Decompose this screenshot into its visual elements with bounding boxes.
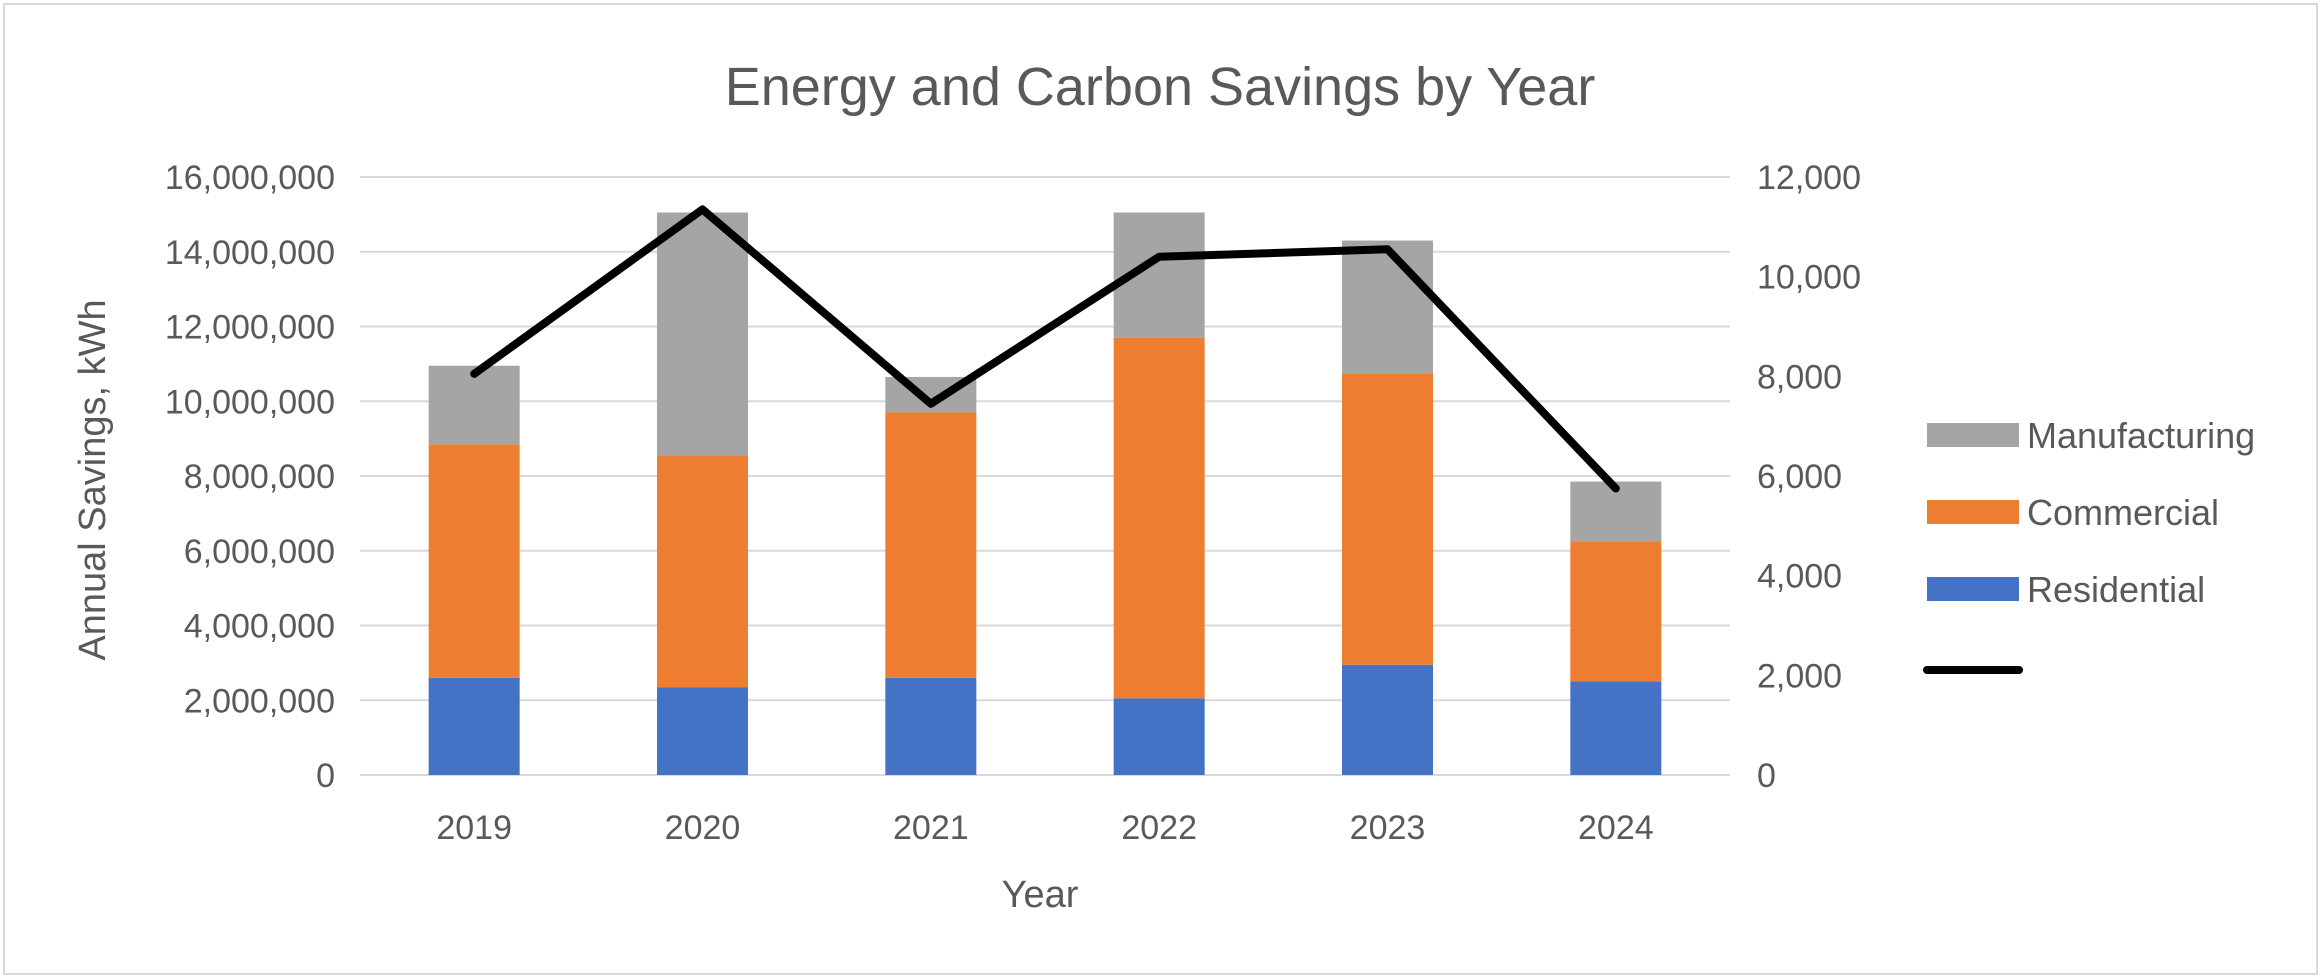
x-tick-label: 2022 — [1121, 809, 1197, 847]
x-axis-ticks: 2019 2020 2021 2022 2023 2024 — [436, 809, 1653, 847]
y-tick-label: 6,000,000 — [184, 533, 335, 571]
bar-residential-2024 — [1570, 681, 1662, 775]
y2-tick-label: 8,000 — [1757, 358, 1842, 396]
legend-swatch-commercial — [1927, 500, 2019, 524]
chart-title: Energy and Carbon Savings by Year — [725, 57, 1596, 117]
y2-tick-label: 4,000 — [1757, 558, 1842, 596]
y2-tick-label: 2,000 — [1757, 657, 1842, 695]
bar-commercial-2020 — [657, 455, 748, 688]
line-series — [470, 205, 1620, 493]
x-axis-title: Year — [1002, 874, 1079, 916]
y2-tick-label: 0 — [1757, 757, 1776, 795]
y-tick-label: 2,000,000 — [184, 682, 335, 720]
x-tick-label: 2023 — [1350, 809, 1426, 847]
chart-frame: Energy and Carbon Savings by Year 0 2,000… — [3, 3, 2318, 975]
bar-manufacturing-2020 — [657, 212, 748, 456]
bar-commercial-2022 — [1113, 337, 1205, 699]
carbon-savings-line — [470, 205, 1620, 493]
y2-tick-label: 6,000 — [1757, 458, 1842, 496]
bar-residential-2021 — [885, 677, 977, 775]
legend-label-commercial: Commercial — [2027, 492, 2219, 533]
bar-residential-2022 — [1113, 698, 1205, 775]
y-tick-label: 8,000,000 — [184, 458, 335, 496]
x-tick-label: 2024 — [1578, 809, 1654, 847]
bar-manufacturing-2019 — [428, 365, 520, 445]
bars — [428, 212, 1662, 775]
legend-label-manufacturing: Manufacturing — [2027, 415, 2255, 456]
bar-commercial-2021 — [885, 412, 977, 678]
y2-tick-label: 10,000 — [1757, 259, 1861, 297]
y-tick-label: 0 — [316, 757, 335, 795]
bar-residential-2019 — [428, 677, 520, 775]
y-tick-label: 10,000,000 — [165, 383, 335, 421]
bar-commercial-2023 — [1342, 373, 1433, 665]
chart-svg: Energy and Carbon Savings by Year 0 2,000… — [72, 57, 2255, 916]
y-tick-label: 4,000,000 — [184, 608, 335, 646]
legend-swatch-manufacturing — [1927, 423, 2019, 447]
legend-swatch-residential — [1927, 577, 2019, 601]
y-tick-label: 14,000,000 — [165, 234, 335, 272]
y2-tick-label: 12,000 — [1757, 159, 1861, 197]
gridlines — [360, 176, 1730, 776]
y-tick-label: 16,000,000 — [165, 159, 335, 197]
legend-label-residential: Residential — [2027, 569, 2205, 610]
x-tick-label: 2021 — [893, 809, 969, 847]
y-tick-label: 12,000,000 — [165, 309, 335, 347]
bar-commercial-2019 — [428, 444, 520, 678]
y-axis-ticks: 0 2,000,000 4,000,000 6,000,000 8,000,000 10,… — [165, 159, 335, 795]
legend: Manufacturing Commercial Residential — [1923, 415, 2255, 674]
bar-residential-2023 — [1342, 664, 1433, 775]
y2-axis-ticks: 0 2,000 4,000 6,000 8,000 10,000 12,000 — [1757, 159, 1861, 795]
x-tick-label: 2020 — [665, 809, 741, 847]
y-axis-title: Annual Savings, kWh — [72, 299, 114, 660]
x-tick-label: 2019 — [436, 809, 512, 847]
bar-residential-2020 — [657, 687, 748, 775]
bar-commercial-2024 — [1570, 541, 1662, 682]
bar-manufacturing-2023 — [1342, 240, 1433, 374]
